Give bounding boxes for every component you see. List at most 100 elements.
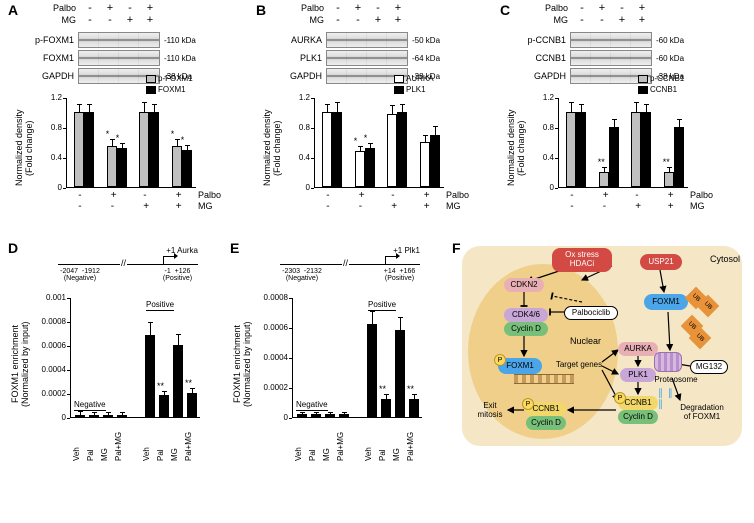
treatment-label: MG	[50, 15, 80, 25]
blot-row: AURKA-50 kDa	[278, 32, 440, 48]
bar	[664, 172, 674, 187]
y-axis-label: Normalized density (Fold change)	[506, 103, 526, 193]
blot-label: GAPDH	[522, 71, 570, 81]
significance-star: **	[598, 157, 605, 167]
significance-star: **	[379, 384, 386, 394]
bar	[641, 112, 651, 187]
panel-label: C	[500, 2, 510, 18]
chart-area: ****	[558, 98, 688, 188]
significance-star: *	[364, 133, 368, 143]
x-tick-label: Pal	[378, 421, 387, 461]
bar	[599, 172, 609, 187]
blot-label: CCNB1	[522, 53, 570, 63]
significance-star: *	[181, 135, 185, 145]
bar	[75, 415, 85, 417]
blot-lanes	[78, 32, 160, 48]
mw-label: -110 kDa	[160, 54, 196, 63]
bar	[409, 399, 419, 417]
x-axis-label: MG	[198, 201, 213, 211]
diagram-node-cdkn2: CDKN2	[504, 278, 544, 292]
bar	[367, 324, 377, 417]
diagram-node-palbo: Palbociclib	[564, 306, 618, 320]
bar	[339, 414, 349, 417]
blot-label: GAPDH	[278, 71, 326, 81]
y-axis-label: FOXM1 enrichment (Normalized by input)	[10, 304, 30, 424]
chart-area: ** **	[292, 298, 422, 418]
bar	[139, 112, 149, 187]
blot-lanes	[78, 50, 160, 66]
bar	[187, 393, 197, 417]
phospho-icon: P	[522, 398, 534, 410]
bar	[387, 114, 397, 188]
bar	[159, 395, 169, 417]
x-tick-label: Veh	[294, 421, 303, 461]
legend: p-FOXM1FOXM1	[146, 74, 193, 96]
bar	[381, 399, 391, 417]
bar	[609, 127, 619, 187]
diagram-node-cycd1: Cyclin D	[504, 322, 548, 336]
blot-row: PLK1-64 kDa	[278, 50, 440, 66]
diagram-node-usp21: USP21	[640, 254, 682, 270]
panel-F: FCytosolNuclearOx stress HDACiUSP21CDKN2…	[452, 240, 752, 520]
treatment-label: Palbo	[298, 3, 328, 13]
x-tick-label: Pal	[308, 421, 317, 461]
significance-star: **	[157, 381, 164, 391]
x-tick-label: Pal+MG	[406, 421, 415, 461]
legend: p-CCNB1CCNB1	[638, 74, 684, 96]
bar	[576, 112, 586, 187]
bar	[420, 142, 430, 187]
panel-label: B	[256, 2, 266, 18]
blot-lanes	[570, 32, 652, 48]
significance-star: *	[106, 129, 110, 139]
significance-star: **	[185, 378, 192, 388]
blot-row: FOXM1-110 kDa	[30, 50, 196, 66]
diagram-node-cycd2: Cyclin D	[618, 410, 658, 424]
bar	[173, 345, 183, 417]
bar	[355, 151, 365, 187]
treatment-label: MG	[542, 15, 572, 25]
x-tick-label: Pal+MG	[336, 421, 345, 461]
bar	[117, 415, 127, 417]
significance-star: **	[407, 384, 414, 394]
mw-label: -110 kDa	[160, 36, 196, 45]
bar	[311, 414, 321, 417]
blot-lanes	[326, 32, 408, 48]
blot-label: GAPDH	[30, 71, 78, 81]
x-tick-label: MG	[170, 421, 179, 461]
x-tick-label: Veh	[142, 421, 151, 461]
bar	[397, 112, 407, 187]
significance-star: *	[171, 129, 175, 139]
diagram-node-foxm1c: FOXM1	[644, 294, 688, 310]
bar	[172, 146, 182, 187]
x-axis-label: MG	[690, 201, 705, 211]
x-tick-label: MG	[392, 421, 401, 461]
mw-label: -50 kDa	[408, 36, 440, 45]
bar	[145, 335, 155, 417]
bar	[395, 330, 405, 417]
significance-star: *	[354, 136, 358, 146]
treatment-row: Palbo-+-+	[50, 2, 160, 14]
bar	[365, 148, 375, 187]
bar	[631, 112, 641, 187]
diagram-node-deg: Degradation of FOXM1	[672, 402, 732, 424]
gene-schematic: +1 Plk1-2303 -2132 (Negative)+14 +166 (P…	[280, 246, 430, 286]
diagram-node-aurka: AURKA	[618, 342, 658, 356]
x-axis-label: MG	[446, 201, 461, 211]
mw-label: -60 kDa	[652, 36, 684, 45]
legend: AURKAPLK1	[394, 74, 434, 96]
blot-row: CCNB1-60 kDa	[522, 50, 684, 66]
x-tick-label: Pal+MG	[184, 421, 193, 461]
bar	[84, 112, 94, 187]
bar	[322, 112, 332, 187]
x-tick-label: MG	[322, 421, 331, 461]
blot-lanes	[570, 50, 652, 66]
significance-star: *	[116, 133, 120, 143]
treatment-label: Palbo	[50, 3, 80, 13]
degradation-icon: ∥ ∥ ∥	[658, 388, 682, 402]
x-axis-label: Palbo	[446, 190, 469, 200]
x-tick-label: Pal	[156, 421, 165, 461]
blot-label: p-FOXM1	[30, 35, 78, 45]
treatment-row: Palbo-+-+	[542, 2, 652, 14]
x-tick-label: Veh	[364, 421, 373, 461]
x-axis-label: Palbo	[198, 190, 221, 200]
